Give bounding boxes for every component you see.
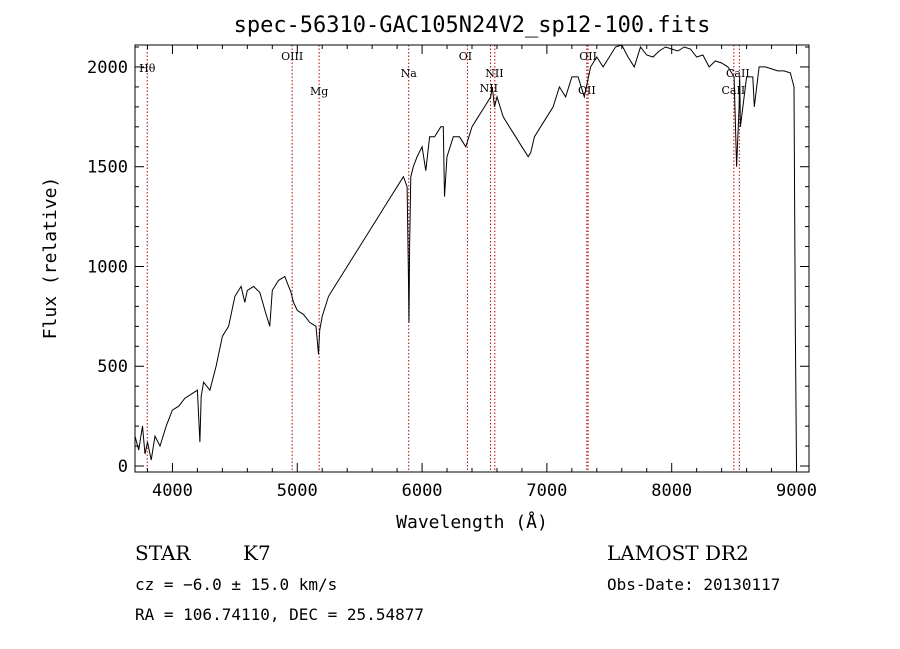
line-markers: HθOIIIMgNaOINIINIIOIIOIICaIICaII [139, 45, 750, 472]
coordinates: RA = 106.74110, DEC = 25.54877 [135, 605, 424, 624]
x-axis-label: Wavelength (Å) [396, 511, 548, 533]
survey-name: LAMOST DR2 [607, 541, 749, 565]
object-subclass: K7 [243, 541, 271, 565]
x-tick-label: 5000 [277, 481, 318, 501]
y-tick-label: 2000 [87, 58, 128, 78]
chart-title: spec-56310-GAC105N24V2_sp12-100.fits [234, 13, 711, 38]
line-marker-label: Mg [310, 85, 328, 98]
line-marker-label: NII [480, 82, 498, 95]
x-tick-label: 7000 [526, 481, 567, 501]
y-tick-label: 1000 [87, 257, 128, 277]
x-tick-label: 6000 [402, 481, 443, 501]
spectrum-line [134, 44, 797, 467]
x-axis-ticks: 4000 5000 6000 7000 8000 9000 [146, 45, 817, 501]
y-axis-ticks: 0 500 1000 1500 2000 [87, 46, 809, 477]
line-marker-label: OII [578, 84, 596, 97]
redshift-cz: cz = −6.0 ± 15.0 km/s [135, 575, 337, 594]
y-tick-label: 0 [118, 457, 128, 477]
line-marker-label: Hθ [139, 62, 156, 75]
line-marker-label: CaII [726, 67, 750, 80]
object-class: STAR [135, 541, 191, 565]
y-tick-label: 500 [97, 357, 128, 377]
observation-date: Obs-Date: 20130117 [607, 575, 780, 594]
x-tick-label: 4000 [152, 481, 193, 501]
x-tick-label: 8000 [651, 481, 692, 501]
line-marker-label: OIII [281, 50, 303, 63]
line-marker-label: Na [401, 67, 418, 80]
line-marker-label: OI [459, 50, 472, 63]
y-tick-label: 1500 [87, 158, 128, 178]
y-axis-label: Flux (relative) [40, 177, 61, 340]
x-tick-label: 9000 [776, 481, 817, 501]
line-marker-label: CaII [722, 84, 746, 97]
plot-frame [134, 44, 810, 473]
line-marker-label: OII [579, 50, 597, 63]
